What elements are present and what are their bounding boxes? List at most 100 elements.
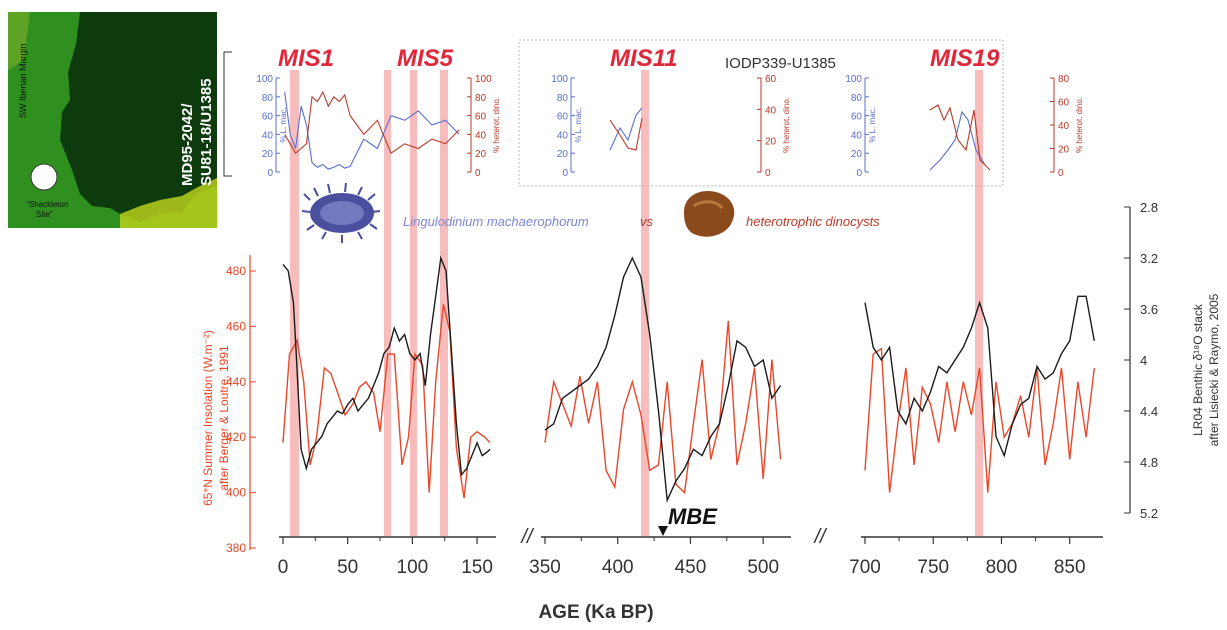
- mis-label-1: MIS1: [278, 45, 334, 72]
- mis-label-11: MIS11: [610, 45, 678, 72]
- mbe-arrow-icon: [658, 526, 668, 536]
- mini-hetero-axis-3-title: % heterot. dino.: [1075, 97, 1084, 153]
- mini-lmac-line-1: [284, 92, 460, 170]
- right-tick-label: 3.2: [1140, 251, 1158, 266]
- mini-hetero-axis-1-tick-label: 0: [475, 168, 481, 179]
- mini-hetero-axis-2-tick-label: 40: [765, 105, 777, 116]
- left-axis-title-1: 65°N Summer Insolation (W.m⁻²): [201, 330, 215, 506]
- mini-lmac-line-3: [929, 110, 986, 171]
- mini-hetero-axis-3-tick-label: 60: [1058, 98, 1070, 109]
- benthic-line-seg-1: [282, 255, 491, 477]
- map-region-label: SW Iberian Margin: [18, 43, 28, 118]
- mini-lmac-axis-2-tick-label: 60: [557, 112, 569, 123]
- mini-hetero-axis-2-tick-label: 60: [765, 74, 777, 85]
- insolation-line-seg-3: [864, 347, 1095, 493]
- mini-hetero-axis-3-tick-label: 40: [1058, 121, 1070, 132]
- mini-lmac-axis-3-tick-label: 60: [851, 112, 863, 123]
- right-tick-label: 4.4: [1140, 404, 1158, 419]
- right-axis-title-1: LR04 Benthic δ¹⁸O stack: [1191, 303, 1205, 436]
- mini-lmac-axis-1-tick-label: 80: [262, 93, 274, 104]
- x-tick-label: 450: [675, 557, 707, 578]
- mis-label-5: MIS5: [397, 45, 454, 72]
- mini-lmac-axis-3-tick-label: 20: [851, 149, 863, 160]
- mini-panels: 100 80 60 40 20 0 % L. mac. 100 80 60 40 20 0 % heter…: [223, 51, 1084, 179]
- axis-break-symbol: //: [812, 526, 828, 548]
- insolation-line-seg-2: [544, 320, 782, 495]
- left-tick-label: 380: [226, 541, 246, 555]
- right-tick-label: 5.2: [1140, 506, 1158, 521]
- x-tick-label: 100: [397, 557, 429, 578]
- x-tick-label: 800: [986, 557, 1018, 578]
- map-land: [60, 12, 217, 222]
- mini-lmac-axis-2-tick-label: 80: [557, 93, 569, 104]
- mini-lmac-axis-1-tick-label: 40: [262, 130, 274, 141]
- x-tick-label: 0: [278, 557, 289, 578]
- left-axis-title-2: after Berger & Loutre, 1991: [217, 345, 231, 491]
- map-core-label-1: MD95-2042/: [179, 103, 196, 186]
- mis-band-5c: [410, 70, 417, 536]
- right-tick-label: 2.8: [1140, 200, 1158, 215]
- x-axis: 0 50 100 150 350 400 450 500 700 750 800 850 // //: [278, 526, 1103, 578]
- right-axis-title-2: after Lisiecki & Raymo, 2005: [1207, 293, 1221, 446]
- mbe-annotation: MBE: [658, 504, 718, 536]
- mini-hetero-axis-3-tick-label: 0: [1058, 168, 1064, 179]
- legend-species-1: Lingulodinium machaerophorum: [403, 214, 589, 229]
- x-tick-label: 150: [461, 557, 493, 578]
- right-tick-label: 4: [1140, 353, 1147, 368]
- mini-lmac-axis-1-tick-label: 0: [267, 168, 273, 179]
- insolation-line-seg-1: [282, 304, 491, 499]
- iodp-box: [518, 39, 1004, 187]
- legend: Lingulodinium machaerophorum vs heterotr…: [301, 182, 880, 243]
- x-tick-label: 400: [602, 557, 634, 578]
- mini-hetero-axis-1-tick-label: 20: [475, 149, 487, 160]
- x-tick-label: 500: [747, 557, 779, 578]
- mini-lmac-axis-2-tick-label: 100: [551, 74, 568, 85]
- right-axis: 2.8 3.2 3.6 4 4.4 4.8 5.2: [1124, 200, 1158, 521]
- heterotrophic-cyst-icon: [684, 190, 735, 237]
- mini-lmac-axis-1-title: % L. mac.: [279, 107, 288, 143]
- mini-lmac-axis-2-tick-label: 20: [557, 149, 569, 160]
- x-tick-label: 350: [529, 557, 561, 578]
- x-tick-label: 750: [917, 557, 949, 578]
- mini-lmac-axis-3-tick-label: 40: [851, 130, 863, 141]
- mis-label-19: MIS19: [930, 45, 1000, 72]
- mini-lmac-axis-1-tick-label: 60: [262, 112, 274, 123]
- mini-lmac-axis-2-title: % L. mac.: [574, 107, 583, 143]
- left-tick-label: 400: [226, 486, 246, 500]
- left-tick-label: 420: [226, 430, 246, 444]
- mini-lmac-axis-3-tick-label: 80: [851, 93, 863, 104]
- mini-hetero-axis-3-tick-label: 80: [1058, 74, 1070, 85]
- axis-break-symbol: //: [519, 526, 535, 548]
- mini-hetero-axis-2-tick-label: 0: [765, 168, 771, 179]
- left-tick-label: 440: [226, 375, 246, 389]
- mis-band-5a: [384, 70, 391, 536]
- mis-band-5e: [440, 70, 448, 536]
- mini-lmac-axis-3-title: % L. mac.: [868, 107, 877, 143]
- mini-hetero-axis-1-tick-label: 80: [475, 93, 487, 104]
- map-site-label-2: Site": [36, 210, 53, 219]
- mini-hetero-axis-1-tick-label: 60: [475, 112, 487, 123]
- mini-hetero-axis-1-tick-label: 100: [475, 74, 492, 85]
- mini-hetero-axis-1-tick-label: 40: [475, 130, 487, 141]
- right-tick-label: 3.6: [1140, 302, 1158, 317]
- lingulodinium-cyst-icon: [301, 182, 381, 243]
- mini-hetero-axis-2-tick-label: 20: [765, 137, 777, 148]
- main-chart: [282, 255, 1095, 503]
- left-tick-label: 480: [226, 264, 246, 278]
- mbe-label: MBE: [668, 504, 718, 529]
- map-site-label-1: "Shackleton: [26, 200, 68, 209]
- map-shelf: [8, 12, 30, 70]
- right-tick-label: 4.8: [1140, 455, 1158, 470]
- legend-species-2: heterotrophic dinocysts: [746, 214, 880, 229]
- mini-lmac-axis-3-tick-label: 100: [845, 74, 862, 85]
- mini-hetero-axis-3-tick-label: 20: [1058, 145, 1070, 156]
- benthic-line-seg-3: [864, 295, 1095, 458]
- mini-lmac-axis-3-tick-label: 0: [856, 168, 862, 179]
- mini-hetero-axis-2-title: % heterot. dino.: [782, 97, 791, 153]
- shackleton-site-marker: [30, 163, 58, 191]
- mis-bands: [290, 70, 983, 536]
- mini-lmac-line-2: [609, 107, 643, 151]
- mis-band-1: [290, 70, 299, 536]
- x-tick-label: 700: [849, 557, 881, 578]
- mini-panel-bracket: [223, 51, 232, 177]
